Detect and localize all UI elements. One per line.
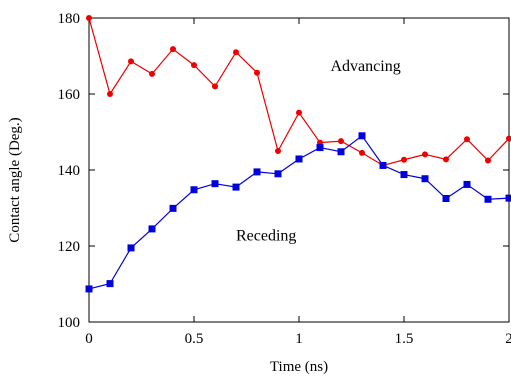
data-point-receding bbox=[400, 171, 408, 179]
plot-frame bbox=[88, 17, 510, 323]
data-point-advancing bbox=[506, 135, 511, 142]
data-point-advancing bbox=[128, 58, 134, 65]
data-point-receding bbox=[85, 285, 93, 293]
data-point-receding bbox=[421, 175, 429, 183]
data-point-advancing bbox=[170, 46, 176, 53]
data-point-advancing bbox=[401, 156, 407, 163]
data-point-advancing bbox=[212, 83, 218, 90]
y-tick-label: 100 bbox=[58, 315, 81, 331]
data-point-receding bbox=[295, 155, 303, 163]
data-point-receding bbox=[358, 132, 366, 140]
y-tick-label: 140 bbox=[58, 163, 81, 179]
y-axis-label: Contact angle (Deg.) bbox=[7, 117, 23, 242]
data-point-advancing bbox=[422, 151, 428, 158]
axis-tick-labels: 0 0.5 1 1.5 2 100 120 140 160 180 bbox=[58, 11, 511, 347]
x-tick-label: 1.5 bbox=[395, 331, 414, 347]
series-receding bbox=[85, 132, 511, 293]
data-point-receding bbox=[484, 195, 492, 203]
data-point-receding bbox=[190, 186, 198, 194]
annotation-receding: Receding bbox=[236, 227, 296, 244]
data-point-receding bbox=[442, 195, 450, 202]
axis-ticks bbox=[88, 17, 510, 323]
data-point-advancing bbox=[443, 156, 449, 163]
data-point-advancing bbox=[485, 157, 491, 164]
data-point-advancing bbox=[254, 69, 260, 76]
data-point-advancing bbox=[107, 91, 113, 97]
data-point-receding bbox=[232, 183, 240, 191]
data-point-advancing bbox=[338, 138, 344, 145]
data-point-receding bbox=[379, 161, 387, 169]
data-point-receding bbox=[463, 180, 471, 188]
data-point-advancing bbox=[464, 136, 470, 143]
series-layer bbox=[85, 15, 511, 293]
data-point-receding bbox=[505, 194, 511, 202]
data-point-advancing bbox=[149, 70, 155, 77]
data-point-receding bbox=[274, 170, 282, 178]
x-tick-label: 1 bbox=[295, 331, 303, 347]
data-point-receding bbox=[127, 244, 135, 252]
data-point-receding bbox=[337, 148, 345, 156]
series-line-advancing bbox=[88, 17, 510, 167]
data-point-receding bbox=[148, 225, 156, 233]
data-point-receding bbox=[253, 168, 261, 176]
data-point-advancing bbox=[233, 49, 239, 56]
x-tick-label: 0.5 bbox=[185, 331, 204, 347]
x-tick-label: 2 bbox=[505, 331, 511, 347]
y-tick-label: 180 bbox=[58, 11, 81, 27]
data-point-advancing bbox=[275, 148, 281, 154]
x-axis-label: Time (ns) bbox=[270, 359, 328, 375]
annotation-advancing: Advancing bbox=[331, 58, 401, 75]
x-tick-label: 0 bbox=[85, 331, 93, 347]
data-point-advancing bbox=[359, 149, 365, 156]
data-point-advancing bbox=[191, 62, 197, 69]
y-tick-label: 120 bbox=[58, 239, 81, 255]
y-tick-label: 160 bbox=[58, 87, 81, 103]
data-point-advancing bbox=[296, 109, 302, 116]
data-point-receding bbox=[211, 180, 219, 188]
data-point-receding bbox=[316, 144, 324, 152]
series-advancing bbox=[86, 15, 511, 169]
data-point-advancing bbox=[86, 15, 92, 21]
annotation-layer: Advancing Receding bbox=[236, 58, 401, 244]
data-point-receding bbox=[106, 280, 114, 288]
data-point-receding bbox=[169, 204, 177, 212]
